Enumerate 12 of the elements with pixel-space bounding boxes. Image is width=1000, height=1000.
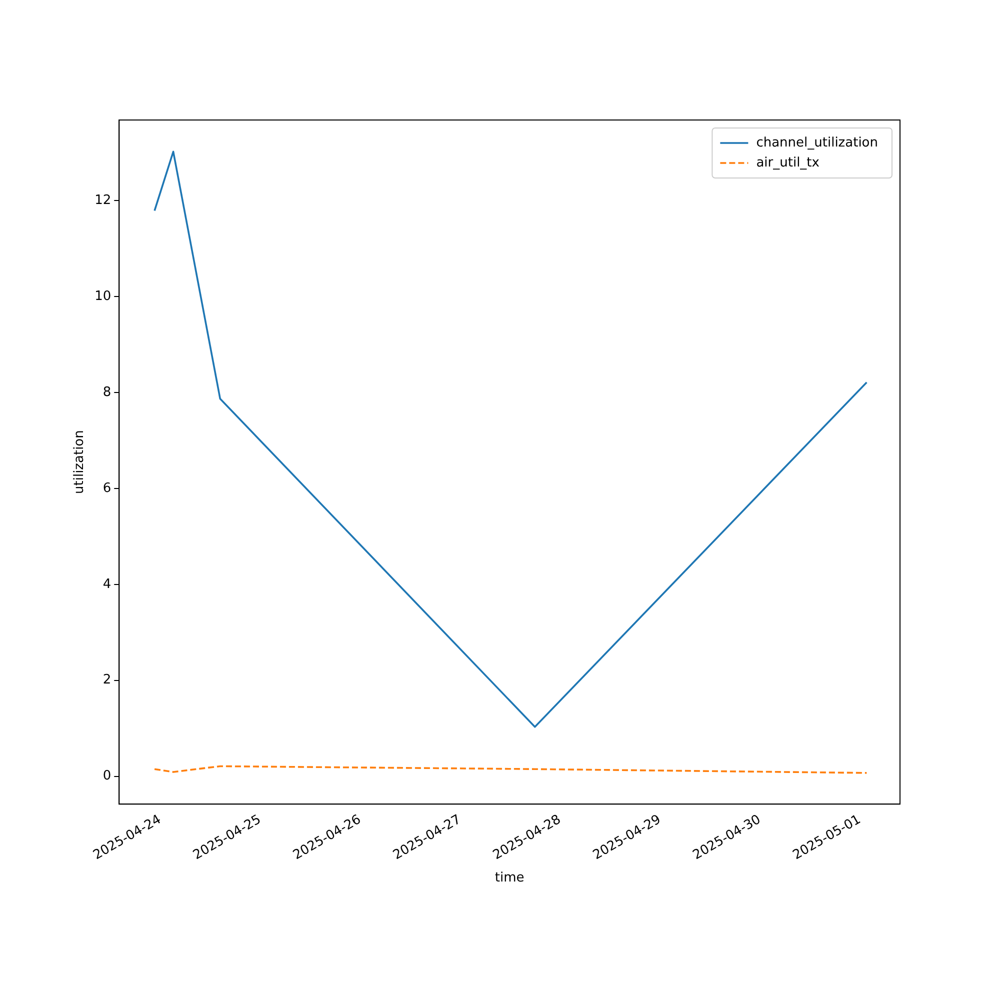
y-tick-label: 0 xyxy=(102,768,112,784)
y-tick-label: 12 xyxy=(94,192,112,208)
y-tick-label: 6 xyxy=(102,480,112,496)
y-axis-title: utilization xyxy=(72,430,88,494)
x-axis-title: time xyxy=(494,870,524,886)
line-series xyxy=(154,765,868,774)
y-tick-label: 8 xyxy=(102,384,112,400)
y-tick-label: 10 xyxy=(94,288,112,304)
y-tick-label: 2 xyxy=(102,672,112,688)
y-tick-label: 4 xyxy=(102,576,112,592)
legend-label: air_util_tx xyxy=(756,155,820,170)
legend-label: channel_utilization xyxy=(756,135,878,150)
